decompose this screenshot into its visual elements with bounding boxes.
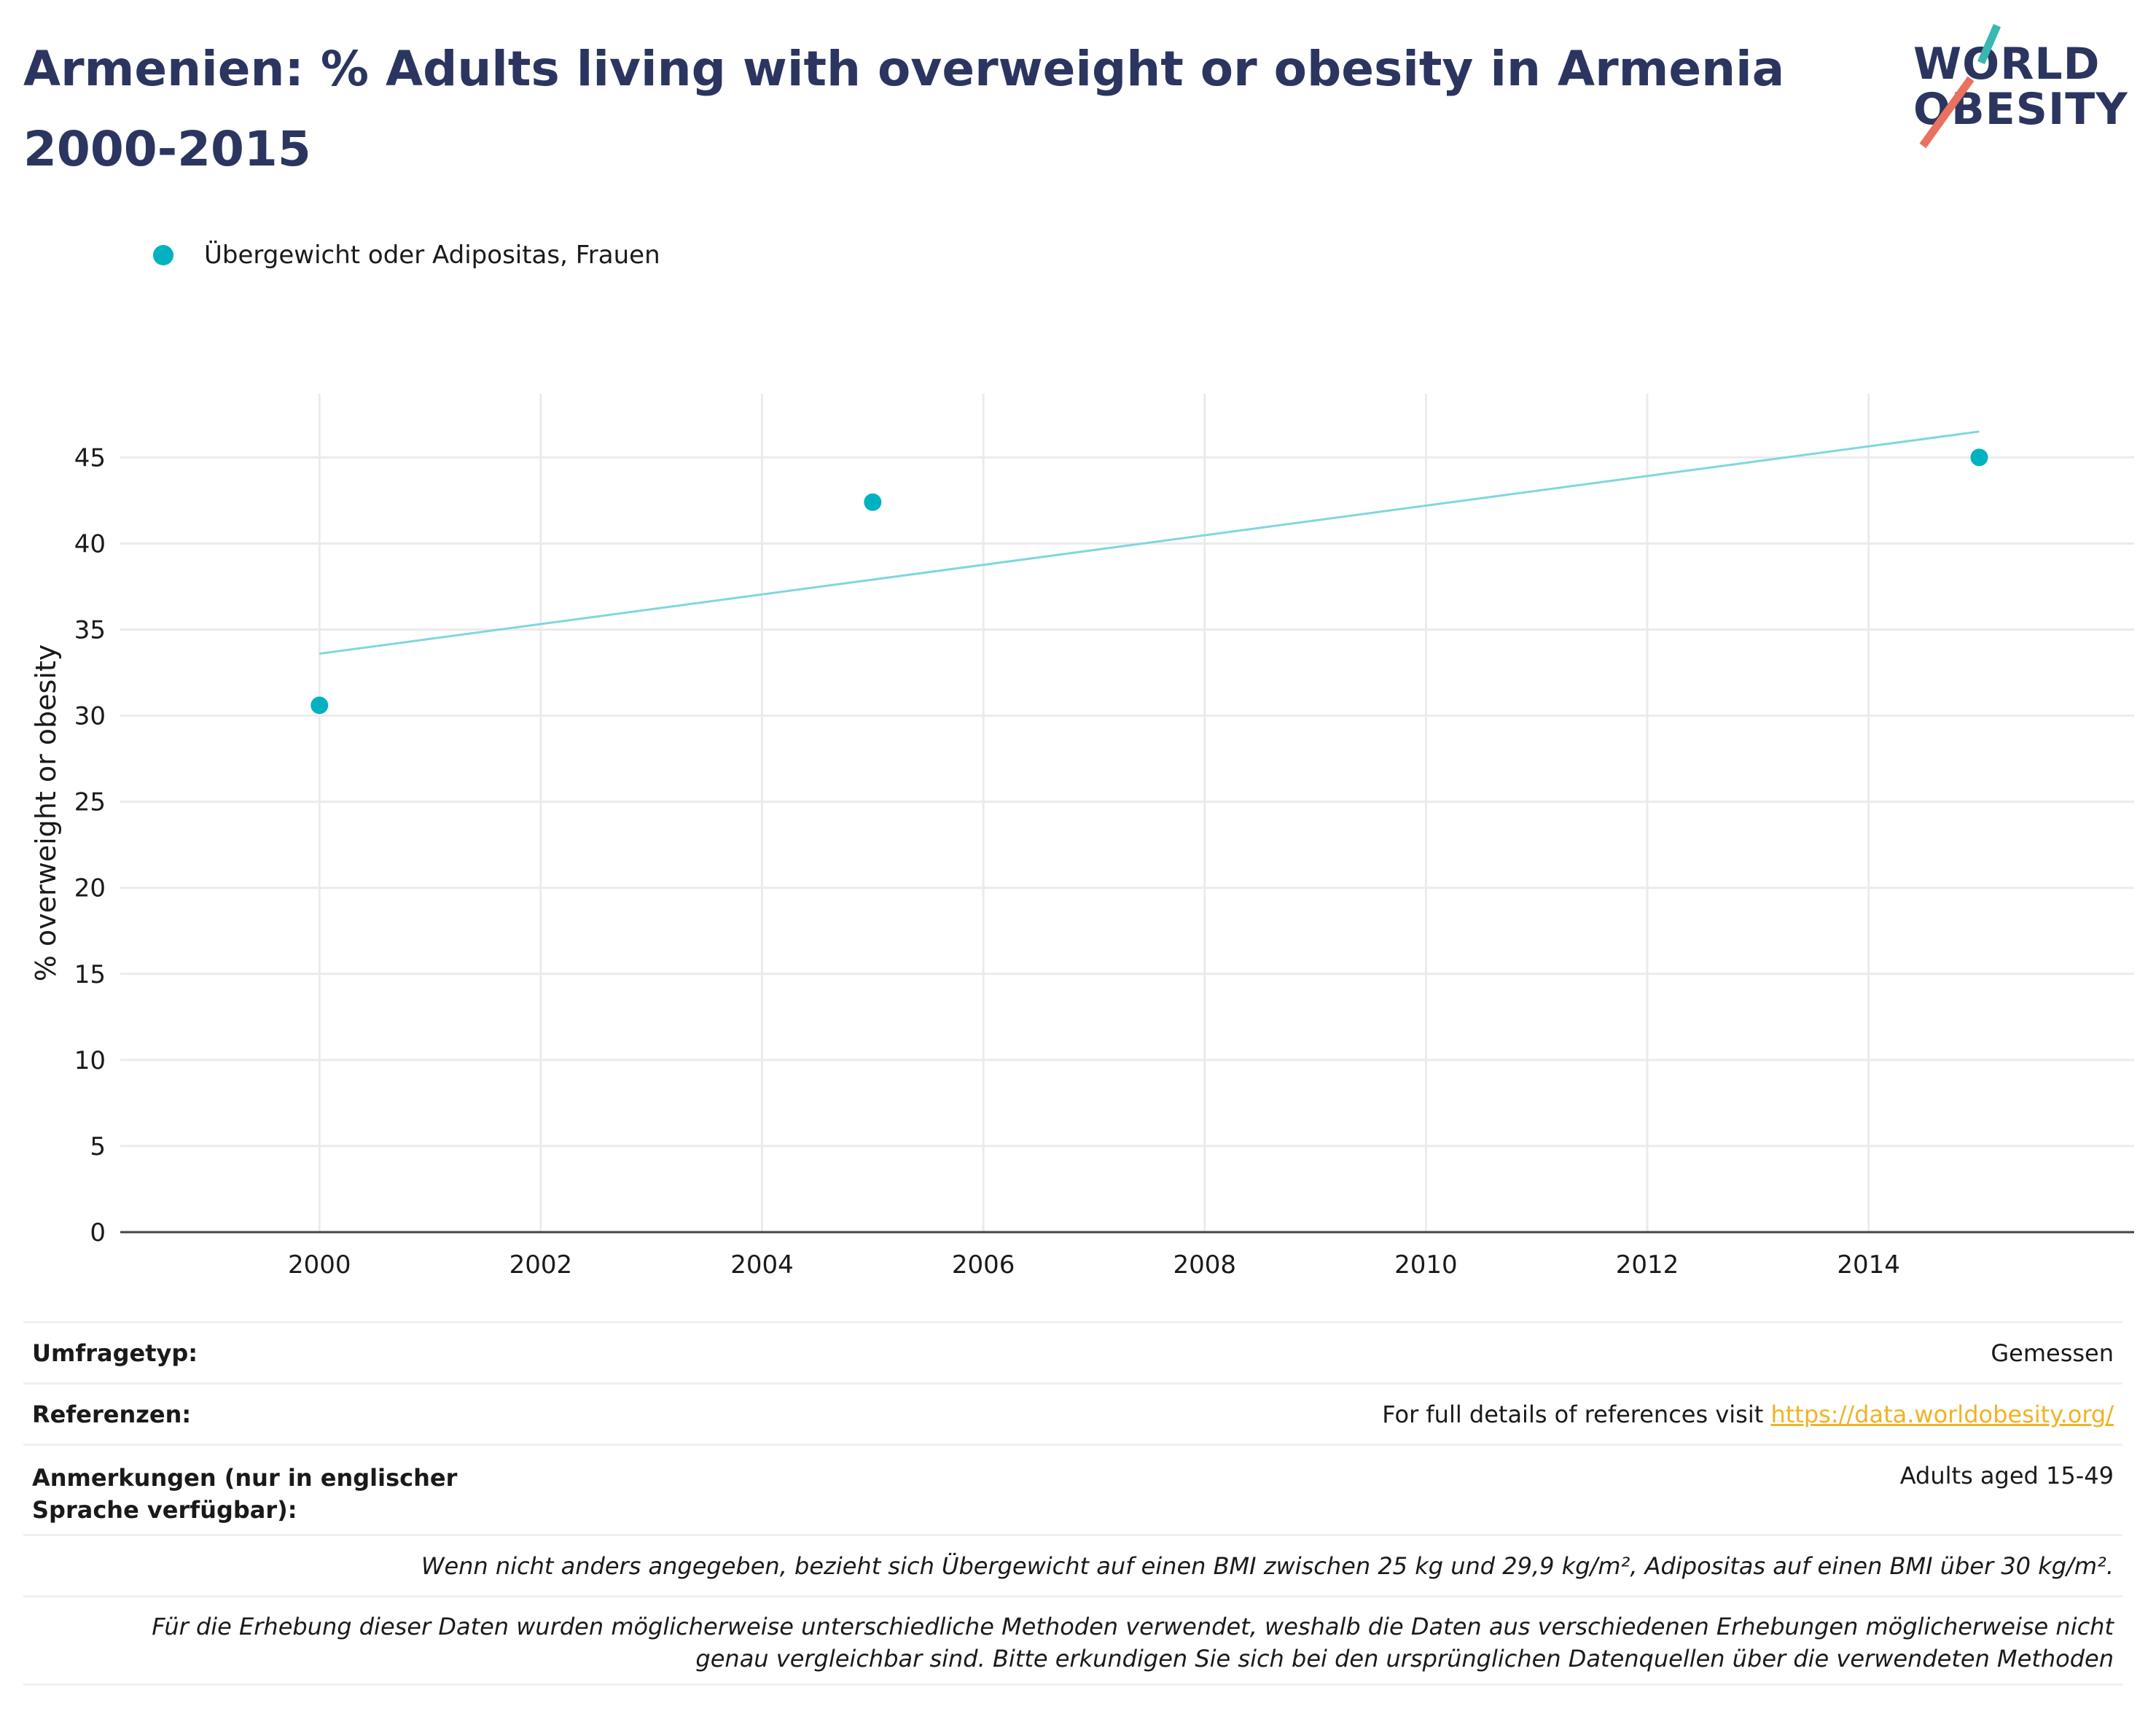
x-tick-label: 2006 <box>952 1250 1015 1280</box>
logo-word-world: WORLD <box>1913 39 2101 90</box>
world-obesity-logo: WORLD OBESITY <box>1895 22 2143 153</box>
references-text: For full details of references visit <box>1382 1401 1771 1428</box>
logo-slash-icon <box>1919 23 2001 149</box>
y-tick-label: 5 <box>90 1132 106 1161</box>
info-table: Umfragetyp: Gemessen Referenzen: For ful… <box>23 1321 2122 1686</box>
y-tick-label: 35 <box>74 616 106 645</box>
references-value: For full details of references visit htt… <box>1382 1401 2114 1428</box>
x-tick-label: 2008 <box>1173 1250 1237 1280</box>
y-tick-label: 15 <box>74 960 106 989</box>
chart-title: Armenien: % Adults living with overweigh… <box>23 41 1785 177</box>
y-tick-label: 40 <box>74 529 106 558</box>
disclaimer-text: Für die Erhebung dieser Daten wurden mög… <box>152 1613 2114 1673</box>
x-tick-label: 2004 <box>730 1250 794 1280</box>
x-tick-label: 2000 <box>288 1250 351 1280</box>
y-tick-label: 30 <box>74 702 106 731</box>
disclaimer-row: Für die Erhebung dieser Daten wurden mög… <box>23 1595 2122 1686</box>
definition-text: Wenn nicht anders angegeben, bezieht sic… <box>421 1552 2114 1580</box>
references-row: Referenzen: For full details of referenc… <box>23 1382 2122 1444</box>
trend-line <box>319 430 1980 655</box>
y-tick-label: 25 <box>74 788 106 817</box>
definition-row: Wenn nicht anders angegeben, bezieht sic… <box>23 1534 2122 1595</box>
notes-row: Anmerkungen (nur in englischer Sprache v… <box>23 1444 2122 1534</box>
notes-value: Adults aged 15-49 <box>1899 1462 2114 1490</box>
y-tick-label: 0 <box>90 1218 106 1247</box>
x-axis-ticks: 2000 2002 2004 2006 2008 2010 2012 2014 <box>288 1250 1900 1280</box>
references-label: Referenzen: <box>32 1401 192 1428</box>
y-axis-ticks: 0 5 10 15 20 25 30 35 40 45 <box>74 443 106 1247</box>
data-points <box>310 448 1988 714</box>
x-tick-label: 2012 <box>1616 1250 1679 1280</box>
data-point[interactable] <box>1970 448 1988 467</box>
y-axis-label: % overweight or obesity <box>30 645 62 982</box>
legend-label: Übergewicht oder Adipositas, Frauen <box>204 241 660 270</box>
x-tick-label: 2002 <box>509 1250 573 1280</box>
data-point[interactable] <box>864 493 882 511</box>
x-tick-label: 2010 <box>1394 1250 1458 1280</box>
legend-marker-icon <box>153 245 173 265</box>
y-tick-label: 45 <box>74 443 106 472</box>
chart-legend[interactable]: Übergewicht oder Adipositas, Frauen <box>153 241 660 270</box>
grid-lines <box>120 394 2134 1232</box>
references-link[interactable]: https://data.worldobesity.org/ <box>1770 1401 2114 1428</box>
survey-type-row: Umfragetyp: Gemessen <box>23 1321 2122 1382</box>
y-tick-label: 10 <box>74 1046 106 1075</box>
x-tick-label: 2014 <box>1837 1250 1900 1280</box>
notes-label: Anmerkungen (nur in englischer Sprache v… <box>32 1464 458 1524</box>
y-tick-label: 20 <box>74 874 106 903</box>
data-point[interactable] <box>310 696 329 714</box>
survey-type-label: Umfragetyp: <box>32 1339 198 1367</box>
survey-type-value: Gemessen <box>1991 1339 2114 1367</box>
